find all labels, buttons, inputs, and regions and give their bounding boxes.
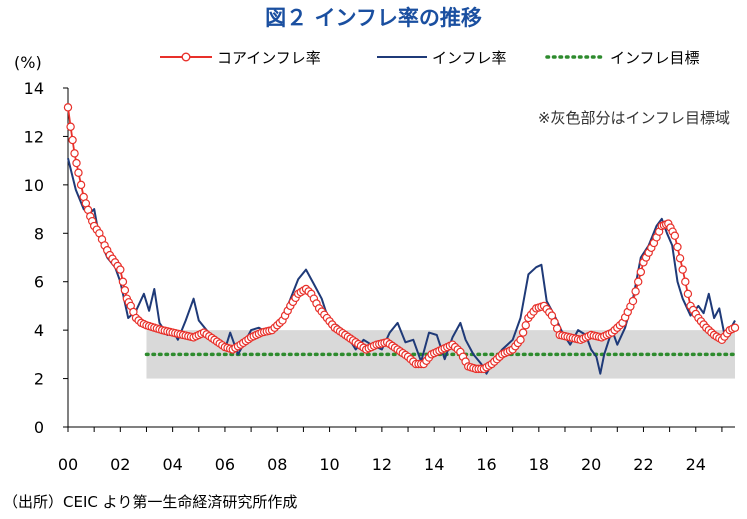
band-note: ※灰色部分はインフレ目標域 xyxy=(538,109,730,127)
x-tick-label: 14 xyxy=(424,455,444,474)
x-tick-label: 06 xyxy=(215,455,235,474)
x-tick-label: 22 xyxy=(633,455,653,474)
core-marker xyxy=(74,168,83,177)
legend-label: コアインフレ率 xyxy=(217,49,321,67)
y-tick-label: 8 xyxy=(34,224,44,243)
y-tick-label: 12 xyxy=(24,127,44,146)
x-tick-label: 20 xyxy=(581,455,601,474)
legend-label: インフレ率 xyxy=(432,49,507,67)
legend-marker-core xyxy=(181,52,191,62)
core-marker xyxy=(631,287,640,296)
core-marker xyxy=(521,321,530,330)
core-marker xyxy=(66,122,75,131)
x-tick-label: 08 xyxy=(267,455,287,474)
x-tick-label: 16 xyxy=(476,455,496,474)
y-tick-label: 4 xyxy=(34,321,44,340)
x-tick-label: 24 xyxy=(686,455,706,474)
x-tick-label: 12 xyxy=(372,455,392,474)
core-marker xyxy=(670,231,680,240)
core-marker xyxy=(76,180,86,190)
core-marker xyxy=(681,277,690,286)
core-marker xyxy=(675,254,685,263)
x-tick-label: 00 xyxy=(58,455,78,474)
core-marker xyxy=(678,265,687,274)
x-tick-label: 04 xyxy=(162,455,182,474)
core-marker xyxy=(72,158,81,168)
x-tick-label: 02 xyxy=(110,455,130,474)
y-tick-label: 14 xyxy=(24,79,44,98)
core-marker xyxy=(673,242,682,252)
y-tick-label: 6 xyxy=(34,273,44,292)
y-tick-label: 2 xyxy=(34,370,44,389)
series-layer xyxy=(63,103,740,375)
core-marker xyxy=(683,289,693,299)
core-marker xyxy=(730,323,740,332)
x-tick-label: 10 xyxy=(319,455,339,474)
y-tick-label: 10 xyxy=(24,176,44,195)
y-tick-label: 0 xyxy=(34,418,44,437)
source-note: （出所）CEIC より第一生命経済研究所作成 xyxy=(3,493,298,511)
chart-title: 図２ インフレ率の推移 xyxy=(265,6,482,30)
core-marker xyxy=(63,103,73,112)
legend: コアインフレ率 インフレ率 インフレ目標 xyxy=(160,49,700,67)
core-marker xyxy=(70,149,79,158)
legend-label: インフレ目標 xyxy=(610,49,700,67)
core-marker xyxy=(628,296,638,306)
core-marker xyxy=(636,267,646,277)
core-marker xyxy=(120,285,130,295)
core-marker xyxy=(68,135,77,145)
y-unit-label: (%) xyxy=(14,53,42,72)
core-marker xyxy=(634,277,643,286)
core-marker xyxy=(116,265,125,274)
x-tick-label: 18 xyxy=(529,455,549,474)
core-marker xyxy=(518,328,528,337)
core-marker xyxy=(516,335,525,345)
core-marker xyxy=(118,277,128,286)
